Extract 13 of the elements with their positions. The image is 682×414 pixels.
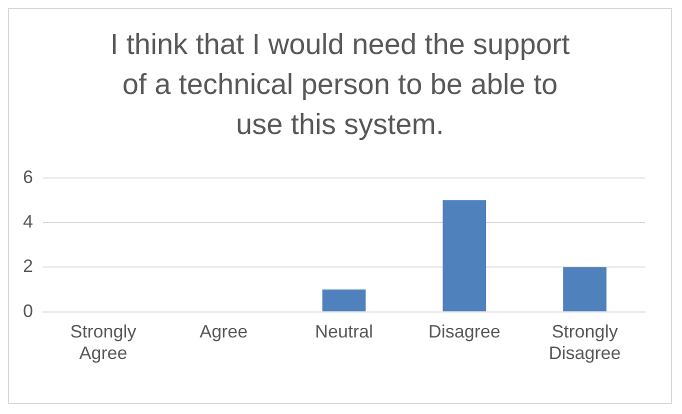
y-tick-label: 2: [22, 256, 34, 276]
x-tick-label: Strongly Disagree: [548, 322, 621, 364]
bar: [442, 200, 486, 312]
x-tick-label: Agree: [200, 322, 248, 342]
chart-title: I think that I would need the support of a technical person to be able to use this system.: [110, 28, 570, 143]
y-tick-label: 6: [22, 166, 34, 187]
y-tick-label: 4: [22, 211, 34, 232]
y-tick-label: 0: [22, 300, 34, 321]
bar: [322, 289, 366, 312]
x-tick-label: Neutral: [314, 322, 374, 342]
bar: [563, 267, 606, 312]
x-tick-label: Strongly Agree: [70, 322, 136, 364]
x-tick-label: Disagree: [428, 322, 500, 342]
